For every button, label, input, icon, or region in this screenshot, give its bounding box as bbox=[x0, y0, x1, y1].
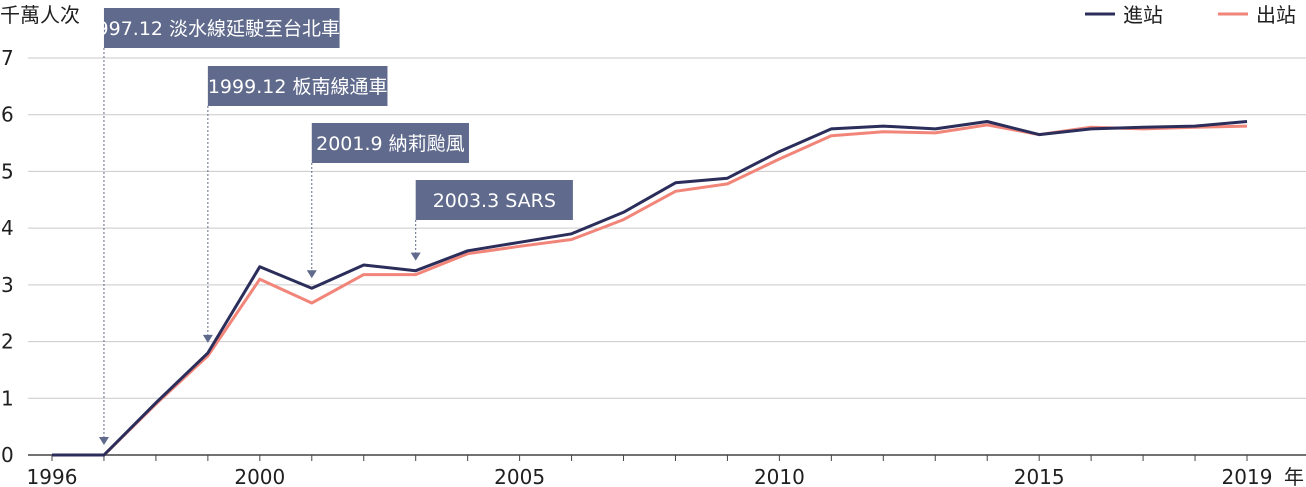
y-tick-7: 7 bbox=[1, 46, 14, 70]
grid-lines bbox=[28, 57, 1306, 461]
x-tick-2019: 2019 bbox=[1222, 465, 1273, 487]
series-lines bbox=[52, 120, 1248, 457]
y-tick-4: 4 bbox=[1, 216, 14, 240]
legend: 進站 出站 bbox=[1085, 3, 1296, 27]
y-tick-3: 3 bbox=[1, 273, 14, 297]
annotation-box-0 bbox=[103, 8, 340, 48]
x-axis-unit-label: 年 bbox=[1284, 465, 1304, 487]
annotation-arrow-icon-2 bbox=[306, 270, 317, 279]
x-tick-1996: 1996 bbox=[27, 465, 78, 487]
annotation-3: 2003.3 SARS bbox=[410, 180, 573, 261]
annotation-1: 1999.12 板南線通車 bbox=[202, 66, 388, 343]
annotation-box-1 bbox=[207, 66, 388, 106]
y-tick-0: 0 bbox=[1, 443, 14, 467]
series-line-1 bbox=[52, 123, 1248, 457]
annotation-0: 1997.12 淡水線延駛至台北車站 bbox=[84, 8, 359, 445]
x-tick-2000: 2000 bbox=[234, 465, 285, 487]
y-tick-labels: 0 1 2 3 4 5 6 7 bbox=[1, 46, 14, 467]
annotation-label-1: 1999.12 板南線通車 bbox=[208, 76, 388, 98]
x-tick-labels: 1996 2000 2005 2010 2015 2019 bbox=[27, 465, 1273, 487]
annotation-label-3: 2003.3 SARS bbox=[433, 190, 556, 212]
y-tick-6: 6 bbox=[1, 103, 14, 127]
annotation-arrow-icon-1 bbox=[202, 334, 213, 343]
annotation-label-0: 1997.12 淡水線延駛至台北車站 bbox=[84, 18, 359, 40]
y-tick-5: 5 bbox=[1, 159, 14, 183]
x-tick-2010: 2010 bbox=[754, 465, 805, 487]
legend-label-1: 出站 bbox=[1256, 3, 1296, 27]
annotation-2: 2001.9 納莉颱風 bbox=[306, 123, 469, 279]
legend-label-0: 進站 bbox=[1123, 3, 1163, 27]
annotation-box-3 bbox=[415, 180, 573, 220]
x-tick-2015: 2015 bbox=[1014, 465, 1065, 487]
event-annotations: 1997.12 淡水線延駛至台北車站 1999.12 板南線通車 2001.9 納莉… bbox=[84, 8, 573, 445]
y-tick-2: 2 bbox=[1, 330, 14, 354]
annotation-arrow-icon-0 bbox=[98, 437, 109, 445]
annotation-label-2: 2001.9 納莉颱風 bbox=[316, 133, 465, 155]
x-tick-2005: 2005 bbox=[494, 465, 545, 487]
y-tick-1: 1 bbox=[1, 386, 14, 410]
annotation-box-2 bbox=[311, 123, 469, 163]
y-axis-unit-label: 千萬人次 bbox=[0, 3, 80, 27]
annotation-arrow-icon-3 bbox=[410, 252, 421, 261]
series-line-0 bbox=[52, 120, 1248, 457]
